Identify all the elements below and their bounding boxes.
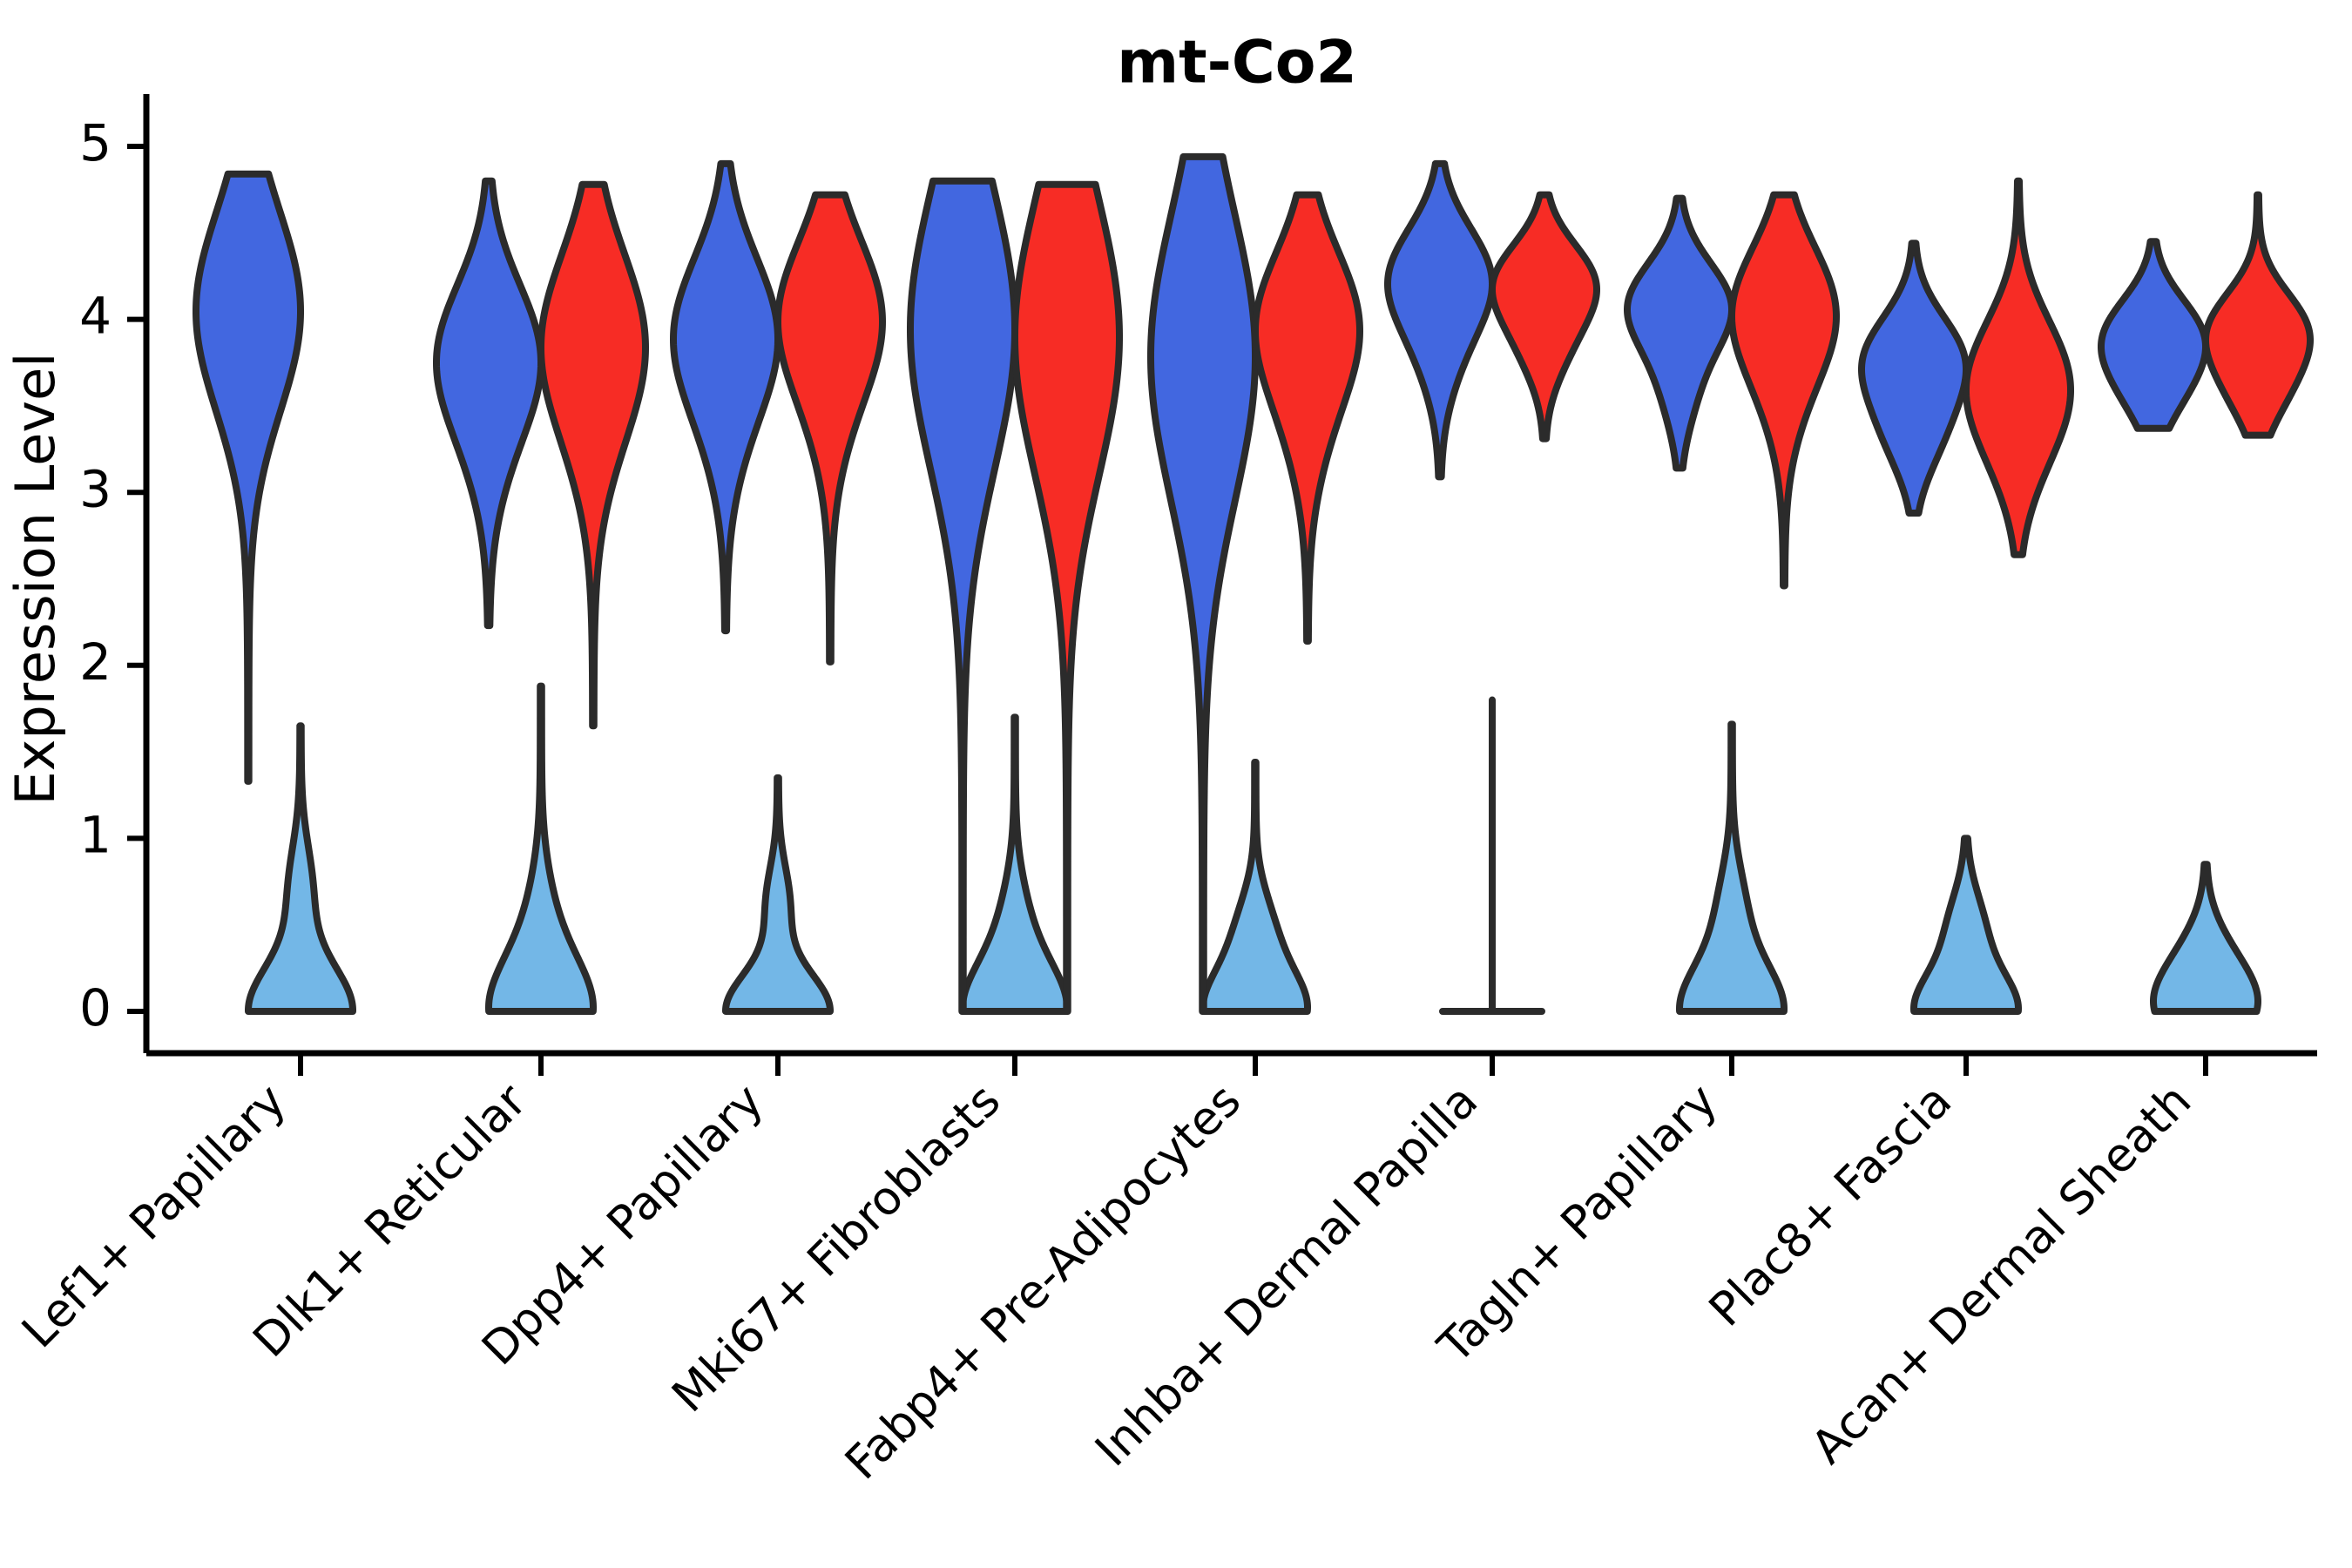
y-axis-tick-label: 1 [79, 806, 112, 865]
violin-shape [1676, 720, 1788, 1015]
violin-shape [722, 774, 834, 1015]
x-axis-tick-label: Inhba+ Dermal Papilla [1085, 1074, 1488, 1477]
axes-layer [127, 94, 2317, 1076]
y-axis-title: Expression Level [3, 353, 67, 806]
violin-shape [774, 191, 886, 666]
x-axis-tick-label: Plac8+ Fascia [1700, 1074, 1962, 1336]
y-axis-tick-label: 3 [79, 459, 112, 518]
page-title: mt-Co2 [1117, 29, 1357, 98]
violin-shape [1858, 240, 1970, 517]
y-axis-tick-label: 4 [79, 287, 112, 346]
violin-shape [433, 177, 544, 630]
violin-shape [907, 177, 1018, 1015]
x-axis-tick-label: Fabp4+ Pre-Adipocytes [835, 1074, 1251, 1490]
violin-shape [193, 170, 304, 785]
violin-shape [537, 180, 649, 730]
violin-shape [1252, 191, 1363, 645]
violin-shape [2098, 238, 2209, 432]
violin-shape [670, 159, 781, 635]
violin-shape [1624, 194, 1735, 472]
violin-shape [1910, 835, 2022, 1015]
violin-shape [2202, 191, 2314, 439]
violins-layer [193, 152, 2314, 1015]
violin-shape [1011, 180, 1123, 1015]
violin-shape [2150, 861, 2261, 1015]
violin-shape [1728, 191, 1840, 590]
violin-shape [245, 722, 356, 1015]
y-axis-tick-label: 5 [79, 113, 112, 172]
x-axis-tick-label: Lef1+ Papillary [12, 1074, 296, 1358]
violin-shape [1439, 696, 1545, 1015]
violin-shape [1200, 759, 1311, 1015]
y-axis-tick-label: 2 [79, 632, 112, 692]
violin-shape [1963, 177, 2074, 558]
x-axis-tick-label: Acan+ Dermal Sheath [1801, 1074, 2201, 1474]
violin-shape [1147, 152, 1259, 1015]
y-axis-tick-label: 0 [79, 978, 112, 1037]
violin-shape [1384, 159, 1496, 481]
violin-shape [485, 682, 597, 1015]
violin-shape [1489, 191, 1600, 443]
violin-shape [959, 713, 1071, 1015]
